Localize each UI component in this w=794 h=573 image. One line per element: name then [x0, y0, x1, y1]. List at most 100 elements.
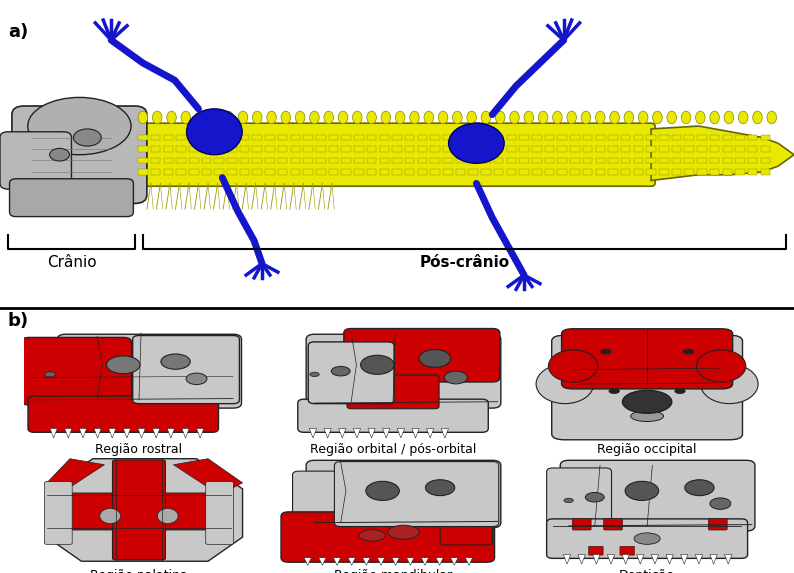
- Bar: [189, 158, 198, 163]
- Bar: [621, 169, 630, 175]
- Bar: [341, 158, 351, 163]
- Circle shape: [684, 350, 693, 354]
- Ellipse shape: [395, 111, 405, 124]
- Bar: [735, 146, 745, 152]
- Bar: [545, 169, 554, 175]
- Polygon shape: [79, 429, 87, 438]
- Bar: [418, 169, 427, 175]
- Polygon shape: [607, 555, 615, 564]
- Bar: [405, 135, 414, 140]
- Bar: [303, 169, 313, 175]
- Polygon shape: [109, 429, 116, 438]
- Ellipse shape: [585, 492, 604, 502]
- Ellipse shape: [331, 366, 350, 376]
- Ellipse shape: [581, 111, 591, 124]
- Polygon shape: [123, 429, 130, 438]
- Ellipse shape: [100, 508, 121, 524]
- Ellipse shape: [622, 390, 672, 413]
- Bar: [252, 135, 262, 140]
- Bar: [278, 158, 287, 163]
- Bar: [151, 158, 160, 163]
- Polygon shape: [450, 558, 458, 566]
- Bar: [684, 135, 694, 140]
- Bar: [659, 146, 669, 152]
- Circle shape: [601, 350, 611, 354]
- Ellipse shape: [426, 480, 455, 496]
- Polygon shape: [353, 429, 360, 438]
- Polygon shape: [168, 429, 175, 438]
- Polygon shape: [368, 429, 376, 438]
- Bar: [697, 146, 707, 152]
- Ellipse shape: [681, 111, 691, 124]
- Bar: [151, 146, 160, 152]
- Bar: [316, 135, 326, 140]
- Polygon shape: [651, 555, 658, 564]
- Bar: [659, 169, 669, 175]
- Bar: [494, 158, 503, 163]
- FancyBboxPatch shape: [131, 123, 655, 186]
- Bar: [265, 146, 275, 152]
- Polygon shape: [666, 555, 673, 564]
- Bar: [494, 146, 503, 152]
- FancyBboxPatch shape: [347, 375, 439, 409]
- Ellipse shape: [310, 372, 319, 376]
- Bar: [710, 169, 719, 175]
- Bar: [684, 158, 694, 163]
- Text: b): b): [8, 312, 29, 330]
- Polygon shape: [441, 429, 449, 438]
- Bar: [240, 146, 249, 152]
- Bar: [214, 158, 224, 163]
- Ellipse shape: [564, 498, 573, 503]
- Ellipse shape: [157, 508, 178, 524]
- Bar: [646, 169, 656, 175]
- Bar: [659, 158, 669, 163]
- FancyBboxPatch shape: [603, 519, 622, 530]
- Ellipse shape: [596, 111, 605, 124]
- Polygon shape: [465, 558, 472, 566]
- Polygon shape: [173, 459, 242, 495]
- Bar: [392, 158, 402, 163]
- Bar: [761, 146, 770, 152]
- Ellipse shape: [44, 372, 56, 377]
- Bar: [468, 146, 478, 152]
- Bar: [608, 135, 618, 140]
- Polygon shape: [47, 459, 104, 495]
- Bar: [761, 135, 770, 140]
- Bar: [532, 135, 542, 140]
- Bar: [354, 158, 364, 163]
- Ellipse shape: [567, 111, 576, 124]
- Polygon shape: [333, 558, 341, 566]
- Bar: [507, 158, 516, 163]
- FancyBboxPatch shape: [334, 462, 499, 527]
- Bar: [723, 146, 732, 152]
- Bar: [202, 158, 211, 163]
- Ellipse shape: [138, 111, 148, 124]
- Ellipse shape: [73, 129, 102, 146]
- Bar: [532, 158, 542, 163]
- Bar: [608, 146, 618, 152]
- Bar: [697, 158, 707, 163]
- Ellipse shape: [453, 111, 462, 124]
- Bar: [557, 135, 567, 140]
- Bar: [164, 158, 173, 163]
- FancyBboxPatch shape: [308, 342, 394, 403]
- Bar: [405, 158, 414, 163]
- FancyBboxPatch shape: [572, 519, 591, 530]
- Ellipse shape: [224, 111, 233, 124]
- Bar: [596, 158, 605, 163]
- Bar: [151, 135, 160, 140]
- Bar: [202, 169, 211, 175]
- Polygon shape: [304, 558, 311, 566]
- Text: a): a): [8, 23, 29, 41]
- Ellipse shape: [338, 111, 348, 124]
- Bar: [748, 135, 757, 140]
- Bar: [596, 146, 605, 152]
- Ellipse shape: [152, 111, 162, 124]
- Polygon shape: [564, 555, 571, 564]
- Circle shape: [675, 389, 685, 393]
- Bar: [481, 169, 491, 175]
- Polygon shape: [696, 555, 703, 564]
- Bar: [329, 169, 338, 175]
- Bar: [138, 169, 148, 175]
- Ellipse shape: [238, 111, 248, 124]
